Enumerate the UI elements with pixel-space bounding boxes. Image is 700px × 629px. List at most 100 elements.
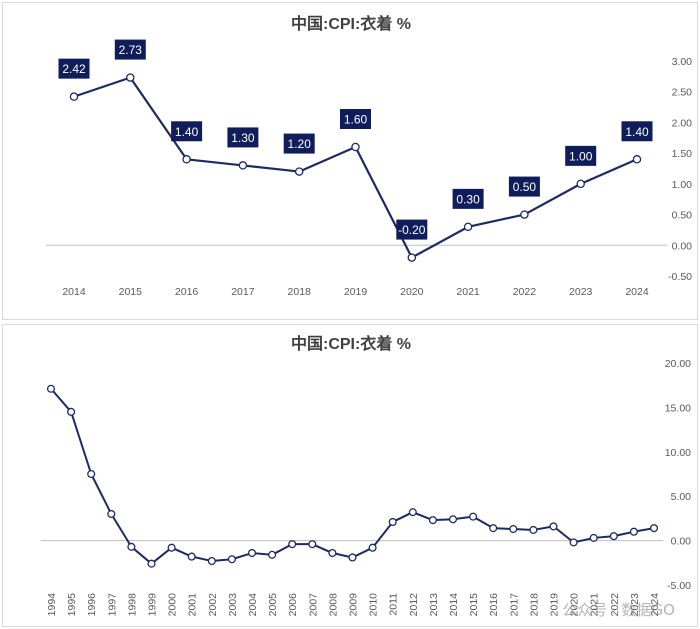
- x-tick-label: 2016: [488, 593, 500, 617]
- x-tick-label: 2011: [388, 593, 400, 616]
- data-point: [549, 522, 558, 531]
- y-tick-label: 3.00: [672, 56, 693, 68]
- data-point: [388, 517, 397, 527]
- data-point: [247, 548, 257, 558]
- data-label: 0.50: [513, 180, 537, 194]
- data-label: -0.20: [398, 223, 426, 237]
- x-tick-label: 2023: [629, 593, 641, 617]
- x-tick-label: 2019: [549, 593, 561, 617]
- data-point: [351, 142, 360, 152]
- x-tick-label: 2017: [508, 593, 520, 617]
- x-tick-label: 2009: [348, 593, 360, 617]
- x-tick-label: 1995: [66, 593, 78, 617]
- x-tick-label: 2020: [400, 286, 424, 298]
- x-tick-label: 2013: [428, 593, 440, 617]
- data-label: 1.40: [175, 125, 199, 139]
- x-tick-label: 1997: [106, 593, 118, 617]
- x-tick-label: 2015: [468, 593, 480, 617]
- x-tick-label: 2015: [119, 286, 143, 298]
- x-tick-label: 2010: [368, 593, 380, 617]
- x-tick-label: 2014: [62, 286, 86, 298]
- x-tick-label: 2021: [456, 286, 480, 298]
- data-label-box: [565, 145, 597, 166]
- data-point: [46, 384, 56, 393]
- y-tick-label: 2.00: [672, 117, 693, 129]
- data-point: [182, 155, 191, 164]
- data-point: [428, 516, 437, 525]
- x-tick-label: 1999: [147, 593, 159, 617]
- data-label: 1.20: [288, 137, 312, 151]
- x-tick-label: 2003: [227, 593, 239, 617]
- x-tick-label: 2006: [287, 593, 299, 617]
- chart-panel-recent: 中国:CPI:衣着 % 3.00 2.50 2.00 1.50 1.00 0.50 0.00…: [2, 2, 698, 320]
- data-label-box: [621, 121, 653, 142]
- data-label: 1.00: [569, 149, 593, 163]
- x-tick-label: 2004: [247, 593, 259, 617]
- y-tick-label: 0.50: [672, 210, 693, 222]
- data-label-box: [340, 109, 371, 129]
- data-point: [294, 167, 304, 176]
- x-tick-label: 2007: [307, 593, 319, 617]
- data-label-box: [396, 219, 428, 240]
- data-point: [609, 532, 618, 541]
- series-line: [50, 388, 655, 565]
- data-point: [463, 222, 473, 232]
- chart-panel-history: 中国:CPI:衣着 % 20.00 15.00 10.00 5.00 0.00 -5.00…: [2, 324, 698, 627]
- data-point: [107, 509, 116, 519]
- data-point: [368, 543, 377, 552]
- y-tick-label: -0.50: [668, 271, 692, 283]
- data-point: [268, 550, 277, 559]
- x-tick-label: 2001: [187, 593, 199, 617]
- series-line: [73, 76, 638, 259]
- data-point: [207, 556, 216, 566]
- data-label-box: [58, 58, 90, 79]
- data-label-box: [283, 133, 315, 154]
- y-tick-label: 0.00: [671, 536, 692, 548]
- x-tick-label: 2014: [448, 593, 460, 617]
- data-label: 2.42: [62, 62, 86, 76]
- data-point: [569, 538, 578, 547]
- data-point: [448, 515, 458, 524]
- data-point: [288, 540, 297, 549]
- data-point: [328, 548, 337, 558]
- y-tick-label: 20.00: [665, 358, 691, 370]
- data-point: [529, 525, 538, 534]
- data-point: [187, 552, 196, 561]
- x-tick-label: 2018: [288, 286, 312, 298]
- data-point: [69, 92, 79, 101]
- data-point: [127, 542, 136, 551]
- x-tick-label: 1994: [46, 593, 58, 617]
- x-tick-label: 2008: [327, 593, 339, 617]
- x-tick-label: 1998: [126, 593, 138, 617]
- data-label: 1.30: [231, 131, 255, 145]
- data-label-box: [114, 39, 146, 60]
- data-point: [589, 533, 598, 542]
- chart-recent-svg: 中国:CPI:衣着 % 3.00 2.50 2.00 1.50 1.00 0.50 0.00…: [46, 14, 693, 298]
- x-tick-label: 2005: [267, 593, 279, 617]
- x-tick-label: 2000: [167, 593, 179, 617]
- x-tick-label: 2018: [528, 593, 540, 617]
- x-tick-label: 2012: [408, 593, 420, 617]
- chart-title: 中国:CPI:衣着 %: [291, 14, 411, 33]
- data-point: [632, 155, 642, 164]
- data-point: [489, 524, 498, 533]
- data-label-box: [452, 188, 484, 209]
- data-label-box: [508, 176, 540, 197]
- data-point: [238, 161, 248, 170]
- y-tick-label: 1.00: [672, 179, 693, 191]
- data-point: [308, 540, 317, 549]
- data-point: [576, 179, 585, 189]
- x-tick-label: 2024: [649, 593, 661, 617]
- y-tick-label: 0.00: [672, 240, 693, 252]
- data-point: [167, 543, 176, 552]
- data-point: [520, 210, 529, 219]
- x-tick-label: 2002: [207, 593, 219, 617]
- data-point: [227, 555, 236, 564]
- watermark: 公众号 · 数据GO: [562, 601, 675, 619]
- y-tick-label: 2.50: [672, 87, 693, 99]
- y-tick-label: 1.50: [672, 148, 693, 160]
- data-label-box: [227, 127, 259, 148]
- x-tick-label: 2017: [231, 286, 255, 298]
- x-tick-label: 2024: [625, 286, 649, 298]
- data-point: [408, 508, 417, 517]
